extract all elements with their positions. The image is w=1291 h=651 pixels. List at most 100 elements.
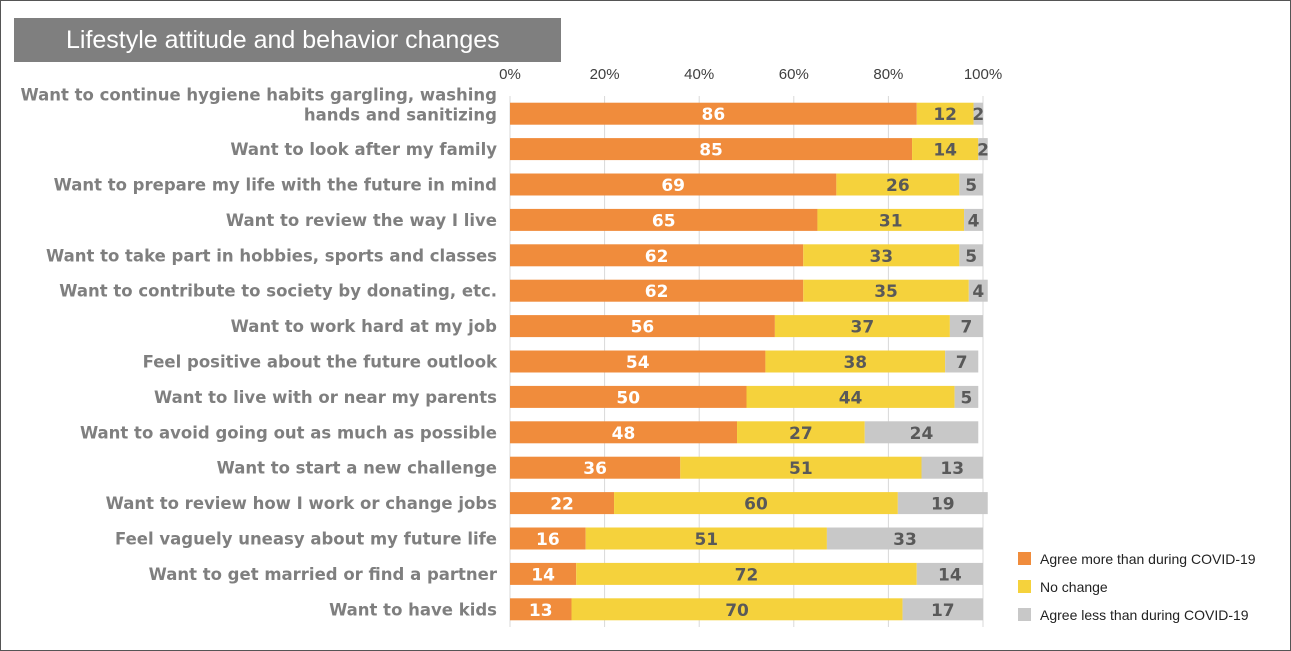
bar-segment-no-change xyxy=(836,173,960,196)
data-label: 4 xyxy=(972,282,984,302)
bar-segment-agree-more xyxy=(510,279,804,302)
category-label: Want to review how I work or change jobs xyxy=(106,494,498,513)
bar-segment-agree-less xyxy=(945,350,979,373)
data-label: 54 xyxy=(626,353,650,373)
bar-segment-no-change xyxy=(576,562,917,585)
bar-segment-no-change xyxy=(912,138,979,161)
bar-segment-agree-more xyxy=(510,527,586,550)
category-label: Feel positive about the future outlook xyxy=(143,353,498,372)
data-label: 51 xyxy=(789,459,813,479)
data-label: 50 xyxy=(616,388,640,408)
bar-segment-agree-more xyxy=(510,456,681,479)
bar-segment-agree-more xyxy=(510,598,572,621)
data-label: 33 xyxy=(869,247,893,267)
category-label: Want to take part in hobbies, sports and… xyxy=(46,246,497,265)
bar-segment-agree-less xyxy=(964,208,983,231)
data-label: 7 xyxy=(961,318,973,338)
bar-segment-agree-more xyxy=(510,138,913,161)
data-label: 85 xyxy=(699,141,723,161)
data-label: 27 xyxy=(789,424,813,444)
data-label: 13 xyxy=(529,601,553,621)
bar-segment-agree-less xyxy=(897,492,988,515)
legend-label: Agree more than during COVID-19 xyxy=(1040,551,1256,567)
data-label: 17 xyxy=(931,601,955,621)
bar-segment-no-change xyxy=(803,279,969,302)
data-label: 16 xyxy=(536,530,560,550)
category-label: Want to continue hygiene habits gargling… xyxy=(20,86,497,125)
data-label: 13 xyxy=(940,459,964,479)
bar-segment-no-change xyxy=(765,350,946,373)
legend-swatch-agree-less xyxy=(1018,608,1031,621)
bar-segment-agree-more xyxy=(510,350,766,373)
data-label: 35 xyxy=(874,282,898,302)
bar-segment-agree-more xyxy=(510,173,837,196)
data-label: 62 xyxy=(645,282,669,302)
category-label: Want to live with or near my parents xyxy=(154,388,497,407)
bar-segment-no-change xyxy=(746,385,955,408)
category-label: Want to prepare my life with the future … xyxy=(54,176,497,195)
bar-segment-agree-less xyxy=(949,315,983,338)
bar-segment-no-change xyxy=(803,244,960,267)
data-label: 38 xyxy=(843,353,867,373)
data-label: 48 xyxy=(612,424,636,444)
bar-segment-no-change xyxy=(916,102,974,125)
category-label: Want to contribute to society by donatin… xyxy=(59,282,497,301)
bar-segment-agree-less xyxy=(902,598,983,621)
data-label: 65 xyxy=(652,211,676,231)
data-label: 24 xyxy=(910,424,934,444)
bar-segment-no-change xyxy=(774,315,950,338)
category-label-line: Want to continue hygiene habits gargling… xyxy=(20,86,497,105)
data-label: 37 xyxy=(851,318,875,338)
bar-segment-agree-less xyxy=(921,456,983,479)
category-label: Feel vaguely uneasy about my future life xyxy=(115,530,497,549)
data-label: 7 xyxy=(956,353,968,373)
category-label: Want to start a new challenge xyxy=(217,459,497,478)
data-label: 72 xyxy=(735,565,759,585)
bar-segment-agree-more xyxy=(510,208,818,231)
bar-segment-agree-more xyxy=(510,421,738,444)
bar-segment-no-change xyxy=(680,456,922,479)
x-tick-label: 20% xyxy=(590,66,620,83)
category-label: Want to review the way I live xyxy=(226,211,497,230)
data-label: 36 xyxy=(583,459,607,479)
bar-segment-agree-more xyxy=(510,492,615,515)
bar-segment-agree-less xyxy=(978,138,988,161)
data-label: 33 xyxy=(893,530,917,550)
data-label: 62 xyxy=(645,247,669,267)
data-label: 14 xyxy=(938,565,962,585)
bar-segment-agree-more xyxy=(510,562,577,585)
bar-segment-no-change xyxy=(585,527,827,550)
data-label: 22 xyxy=(550,495,574,515)
bar-segment-agree-less xyxy=(959,244,983,267)
bar-segment-agree-more xyxy=(510,315,775,338)
bar-segment-agree-less xyxy=(954,385,979,408)
legend-label: Agree less than during COVID-19 xyxy=(1040,607,1249,623)
category-label-line: hands and sanitizing xyxy=(304,106,497,125)
data-label: 86 xyxy=(702,105,726,125)
data-label: 4 xyxy=(968,211,980,231)
data-label: 5 xyxy=(961,388,973,408)
x-tick-label: 40% xyxy=(684,66,714,83)
data-label: 12 xyxy=(933,105,957,125)
bar-segment-agree-more xyxy=(510,385,747,408)
category-label: Want to have kids xyxy=(329,600,497,619)
bar-segment-agree-less xyxy=(864,421,979,444)
bar-segment-agree-less xyxy=(968,279,988,302)
chart-title: Lifestyle attitude and behavior changes xyxy=(14,18,561,62)
data-label: 26 xyxy=(886,176,910,196)
bar-segment-agree-more xyxy=(510,102,917,125)
legend-label: No change xyxy=(1040,579,1108,595)
bar-segment-no-change xyxy=(817,208,965,231)
data-label: 5 xyxy=(965,176,977,196)
data-label: 69 xyxy=(661,176,685,196)
data-label: 31 xyxy=(879,211,903,231)
data-label: 5 xyxy=(965,247,977,267)
data-label: 70 xyxy=(725,601,749,621)
bar-segment-no-change xyxy=(614,492,898,515)
category-label: Want to get married or find a partner xyxy=(149,565,498,584)
legend-swatch-no-change xyxy=(1018,580,1031,593)
data-label: 2 xyxy=(972,105,984,125)
bar-segment-agree-less xyxy=(826,527,983,550)
data-label: 19 xyxy=(931,495,955,515)
